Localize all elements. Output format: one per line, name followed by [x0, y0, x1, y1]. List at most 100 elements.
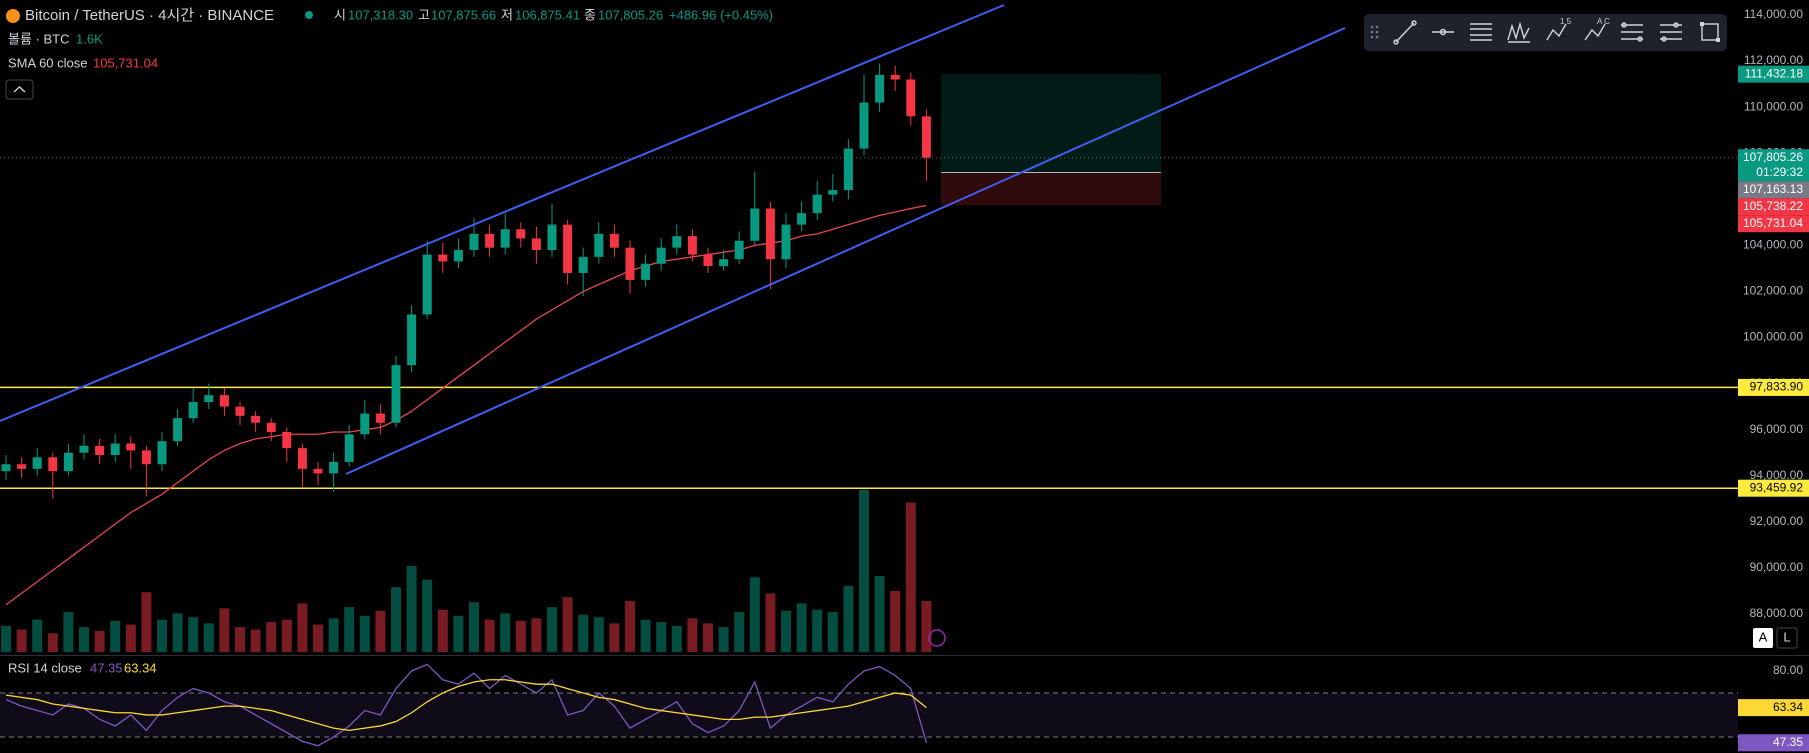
channel-upper: [0, 4, 1005, 422]
volume-bar: [609, 623, 620, 652]
volume-bar: [266, 622, 277, 652]
volume-bar: [94, 630, 105, 652]
tool-elliott[interactable]: 1 5: [1546, 17, 1572, 41]
collapse-button[interactable]: [5, 79, 34, 100]
drawing-toolbar: 1 5 A C: [1364, 14, 1727, 51]
auto-scale-button[interactable]: [1753, 628, 1773, 648]
candle-body: [672, 236, 682, 248]
tool-rectangle[interactable]: [1700, 22, 1720, 42]
volume-bar: [172, 613, 183, 652]
volume-bar: [874, 575, 885, 652]
candle-body: [391, 365, 401, 423]
volume-bar: [484, 619, 495, 652]
log-scale-button[interactable]: [1776, 627, 1798, 649]
symbol-logo: [6, 9, 20, 23]
candle-body: [890, 74, 900, 80]
candle-body: [485, 233, 495, 248]
volume-bar: [453, 615, 464, 652]
price-marker: [1738, 181, 1809, 199]
volume-bar: [313, 624, 323, 652]
volume-bar: [203, 623, 214, 652]
volume-bar: [63, 612, 74, 652]
candle-body: [438, 254, 448, 262]
rsi-line: [5, 663, 928, 747]
volume-bar: [235, 627, 245, 652]
volume-bar: [469, 602, 479, 652]
volume-bar: [625, 600, 635, 652]
channel-lower: [345, 27, 1346, 475]
candle-body: [500, 229, 510, 248]
candle-body: [531, 238, 541, 250]
candle-body: [204, 395, 214, 403]
candle-body: [407, 314, 417, 366]
volume-bar: [905, 502, 916, 652]
sma-value: 105,731.04: [93, 55, 158, 70]
toolbar-bg: [1364, 14, 1727, 51]
rsi-marker: [1738, 699, 1809, 717]
volume-bar: [328, 618, 339, 652]
tool-trendline[interactable]: [1393, 20, 1417, 45]
tool-abc[interactable]: A C: [1584, 17, 1610, 41]
volume-bar: [765, 593, 776, 652]
volume-bar: [656, 622, 667, 652]
high-label: 고: [418, 7, 430, 22]
collapse-icon: [13, 86, 26, 93]
symbol[interactable]: Bitcoin / TetherUS · 4시간 · BINANCE: [25, 7, 274, 24]
candle-body: [17, 464, 27, 469]
volume-bar: [593, 617, 604, 652]
y-tick-label: 114,000.00: [1744, 7, 1803, 21]
candle-body: [797, 213, 807, 225]
price-marker-label: 107,805.26: [1743, 150, 1803, 164]
svg-text:1 5: 1 5: [1560, 17, 1572, 26]
volume-bar: [391, 587, 401, 652]
rsi-ma-value: 63.34: [124, 660, 157, 675]
volume-bar: [562, 597, 573, 652]
volume-bar: [718, 627, 729, 652]
candle-body: [95, 445, 105, 456]
volume-bar: [281, 619, 292, 652]
level-marker: [1738, 479, 1809, 497]
low-label: 저: [501, 7, 513, 22]
tool-fib[interactable]: [1621, 22, 1643, 42]
candle-body: [375, 413, 385, 423]
candle-body: [141, 450, 151, 465]
price-marker-label: 105,738.22: [1743, 199, 1803, 213]
candle-body: [173, 418, 183, 442]
price-pane: [0, 63, 1738, 652]
candle-body: [422, 254, 432, 315]
rsi-pane: [0, 663, 1738, 747]
volume-label: 볼륨 · BTC: [8, 31, 69, 46]
level-marker-label: 97,833.90: [1750, 380, 1804, 394]
candle-body: [547, 224, 557, 250]
volume-bar: [375, 610, 386, 652]
candle-body: [110, 443, 120, 456]
candle-body: [313, 468, 323, 474]
y-tick-label: 92,000.00: [1750, 514, 1804, 528]
candle-body: [63, 452, 73, 472]
volume-bar: [32, 619, 43, 652]
volume-bar: [531, 618, 542, 652]
y-tick-label: 94,000.00: [1750, 468, 1804, 482]
volume-bar: [515, 620, 526, 652]
volume-bar: [859, 490, 869, 652]
volume-bar: [125, 624, 136, 652]
alert-icon[interactable]: [928, 629, 946, 647]
tool-pattern[interactable]: [1507, 21, 1530, 43]
position-target-zone: [941, 74, 1161, 173]
high-value: 107,875.66: [431, 7, 496, 22]
candle-body: [719, 259, 729, 267]
volume-bar: [734, 612, 745, 652]
volume-bar: [687, 618, 698, 652]
rsi-marker: [1738, 734, 1809, 752]
rsi-tick-label: 80.00: [1773, 663, 1803, 677]
tool-range[interactable]: [1660, 22, 1682, 42]
tool-horizontal[interactable]: [1432, 28, 1454, 36]
toolbar-grip[interactable]: [1370, 25, 1379, 39]
candle-body: [828, 190, 838, 195]
volume-bar: [157, 619, 167, 652]
price-marker-label: 107,163.13: [1743, 182, 1803, 196]
tool-parallel[interactable]: [1470, 23, 1492, 41]
svg-text:A C: A C: [1597, 17, 1610, 26]
candle-body: [703, 254, 713, 267]
